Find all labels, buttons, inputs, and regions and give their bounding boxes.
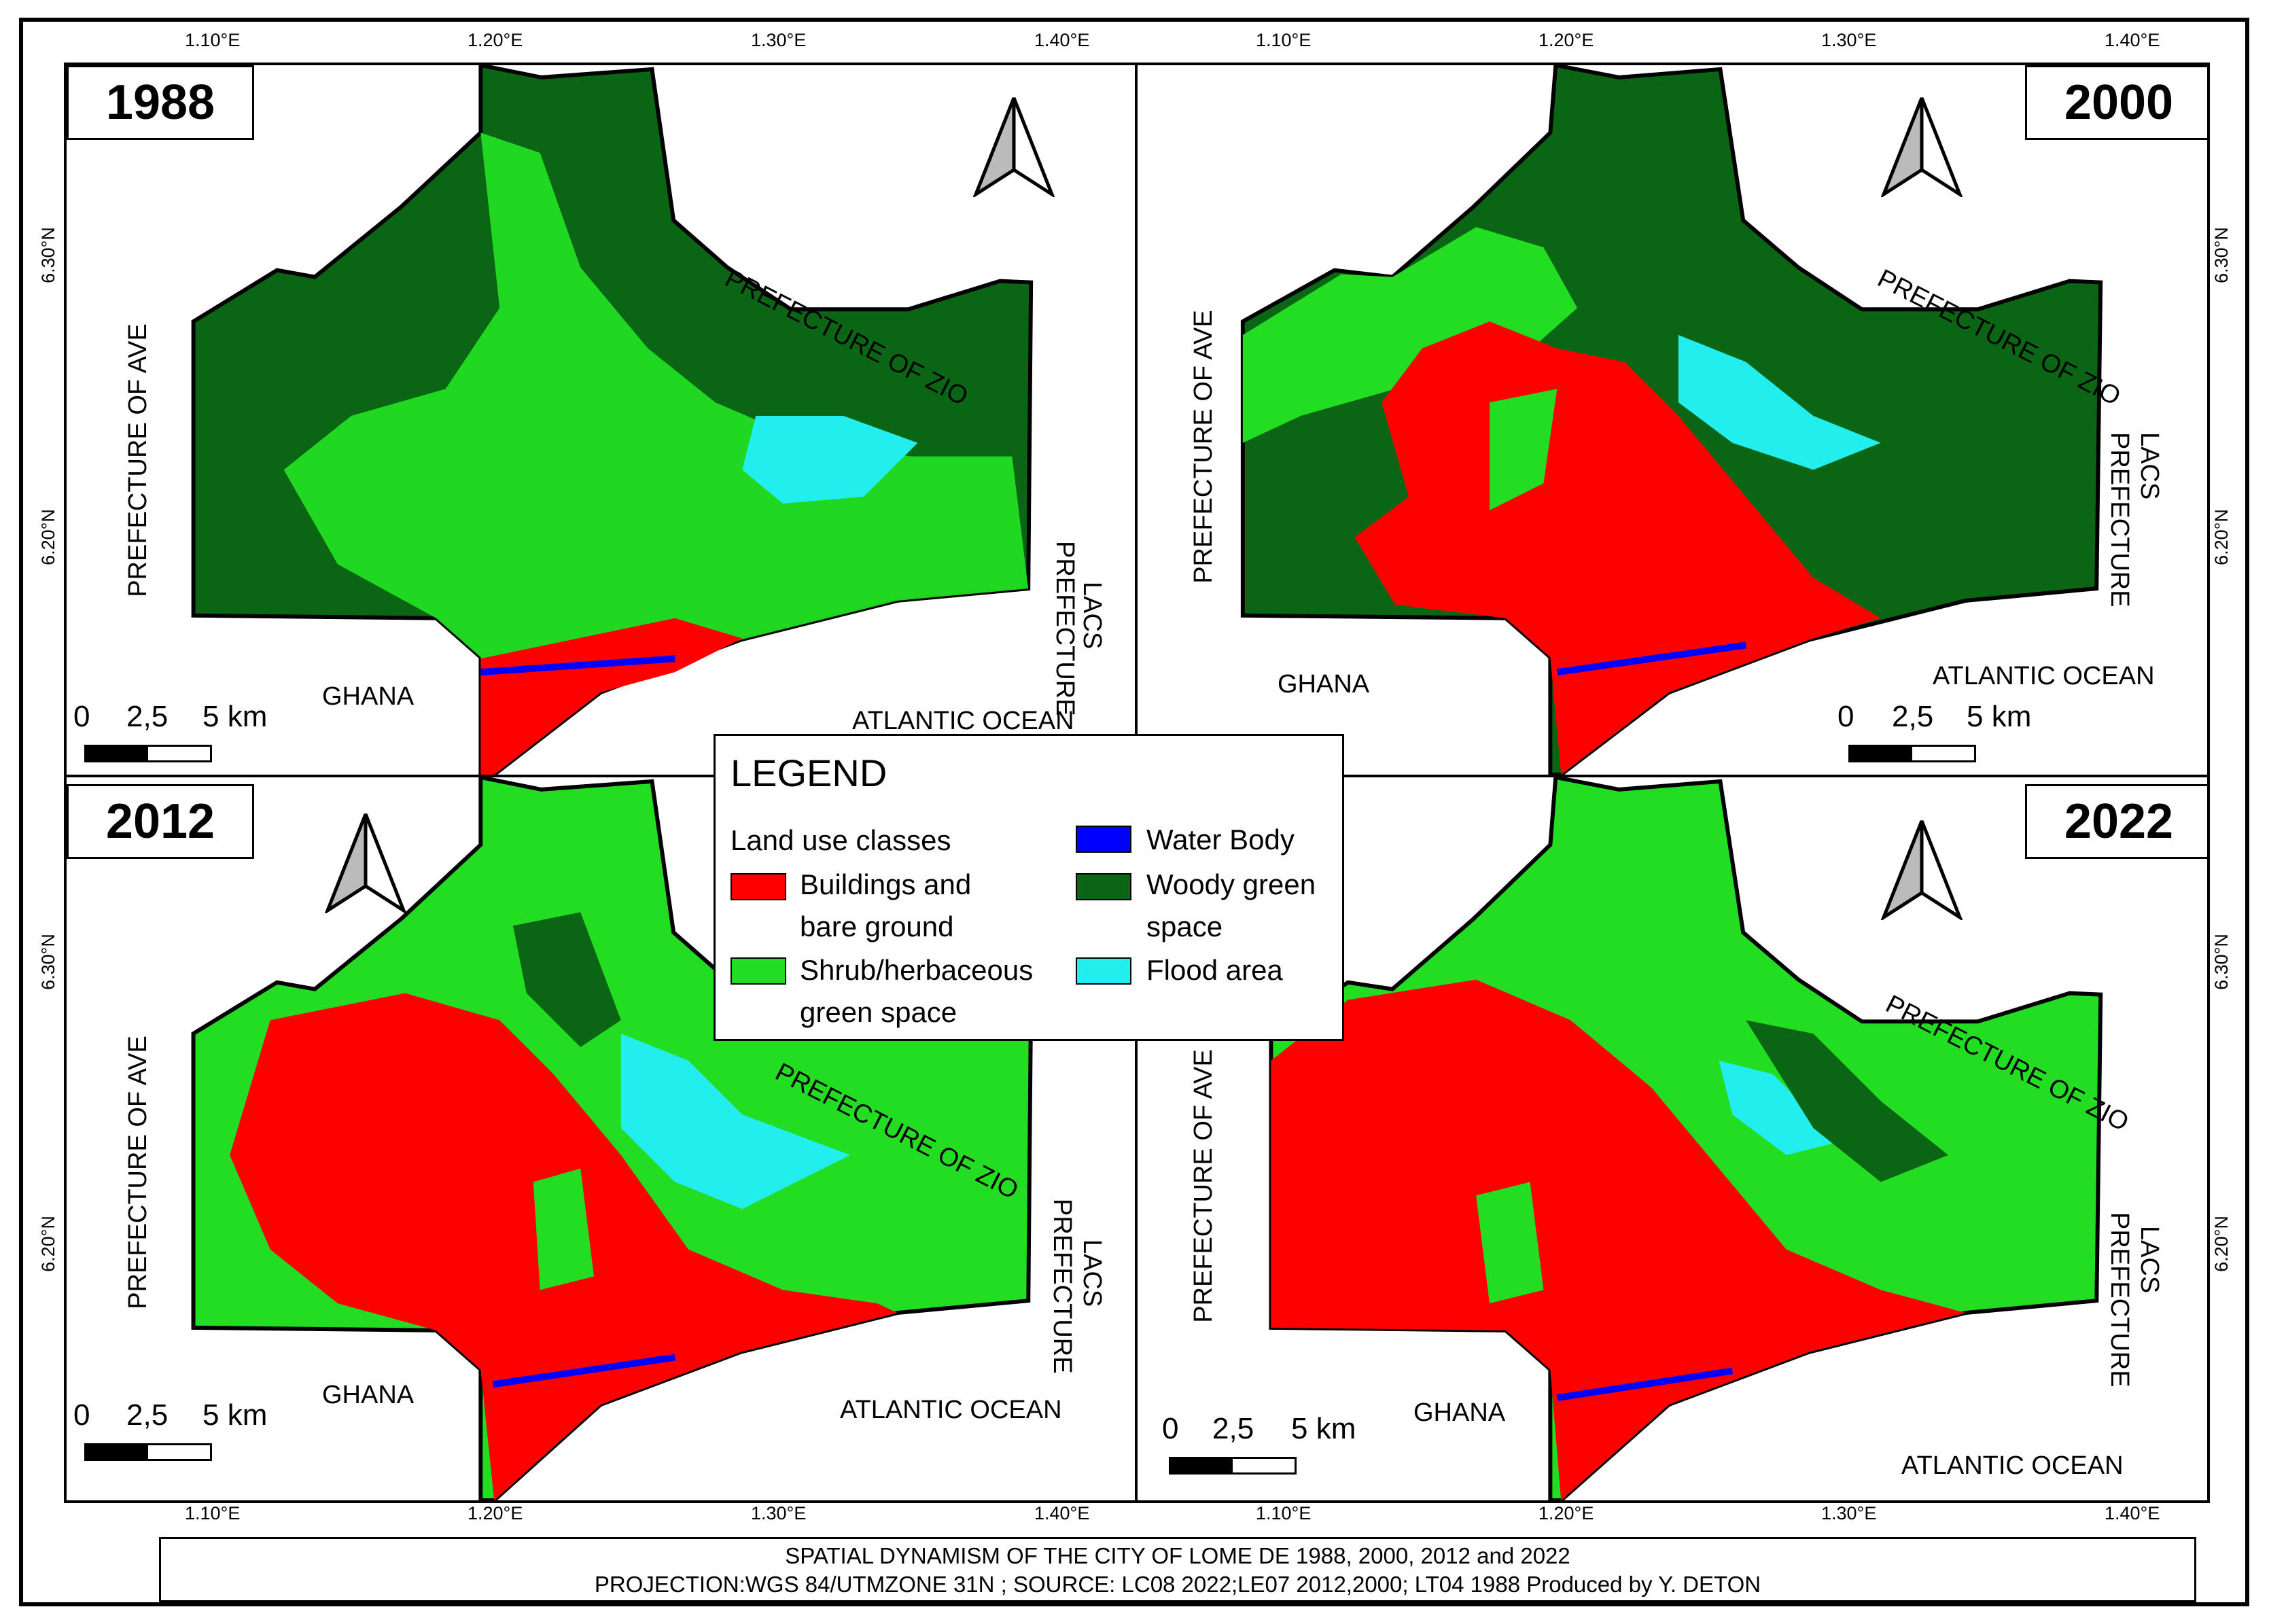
scale-bar-1988 [84,745,212,762]
legend-subtitle: Land use classes [731,824,951,856]
scale-label-1: 2,5 [1212,1412,1254,1445]
scale-label-2: 5 km [203,700,268,733]
legend-swatch-water [1076,826,1131,853]
label-lacs-2000-1: LACS [2135,432,2164,500]
scale-bar-2012 [84,1443,212,1461]
label-ocean-1988: ATLANTIC OCEAN [852,707,1074,735]
legend-item-built-line2: bare ground [800,911,954,942]
lat-tick-left-2: 6.20°N [37,509,58,565]
footer-title: SPATIAL DYNAMISM OF THE CITY OF LOME DE … [785,1543,1570,1568]
bottom-tick-6: 1.20°E [1538,1503,1594,1523]
top-tick-3: 1.30°E [751,30,807,50]
bottom-tick-3: 1.30°E [751,1503,807,1523]
legend-item-built-line1: Buildings and [800,868,972,900]
scale-label-0: 0 [73,1398,90,1432]
legend-item-flood: Flood area [1146,949,1283,991]
scale-bar-2000 [1848,745,1976,762]
map-1988 [191,65,1034,775]
label-ghana-2012: GHANA [322,1381,415,1409]
top-tick-7: 1.30°E [1821,30,1877,50]
lat-tick-right-1: 6.30°N [2211,227,2232,283]
legend-swatch-woody [1076,873,1131,900]
footer-caption: SPATIAL DYNAMISM OF THE CITY OF LOME DE … [159,1537,2196,1602]
bottom-tick-4: 1.40°E [1034,1503,1090,1523]
legend-item-woody: Woody green space [1146,864,1316,948]
bottom-tick-7: 1.30°E [1821,1503,1877,1523]
lat-tick-right-4: 6.20°N [2211,1216,2232,1272]
legend-item-built: Buildings and bare ground [800,864,971,948]
legend-item-woody-line1: Woody green [1146,868,1316,900]
legend-item-shrub: Shrub/herbaceous green space [800,949,1033,1034]
legend-item-water-line1: Water Body [1146,824,1295,855]
legend-item-water: Water Body [1146,819,1295,861]
label-ave-2022: PREFECTURE OF AVE [1189,1049,1218,1323]
legend-item-shrub-line1: Shrub/herbaceous [800,954,1034,986]
label-lacs-2000-2: PREFECTURE [2105,432,2134,607]
scale-label-2: 5 km [1291,1412,1356,1445]
legend-title: LEGEND [731,752,887,794]
top-tick-4: 1.40°E [1034,30,1090,50]
label-ocean-2000: ATLANTIC OCEAN [1933,662,2155,690]
label-lacs-2022-2: PREFECTURE [2105,1212,2134,1388]
legend-swatch-shrub [731,957,786,985]
label-lacs-2022-1: LACS [2135,1226,2164,1294]
map-2000 [1240,65,2103,775]
top-tick-5: 1.10°E [1256,30,1312,50]
north-arrow-icon [973,97,1055,197]
top-tick-6: 1.20°E [1538,30,1594,50]
label-lacs-1988-2: PREFECTURE [1051,541,1079,716]
label-ocean-2012: ATLANTIC OCEAN [840,1396,1062,1424]
top-tick-8: 1.40°E [2105,30,2160,50]
label-ghana-1988: GHANA [322,682,415,711]
bottom-tick-5: 1.10°E [1256,1503,1312,1523]
scale-label-0: 0 [73,700,90,733]
label-ocean-2022: ATLANTIC OCEAN [1901,1451,2124,1480]
legend-item-flood-line1: Flood area [1146,954,1283,986]
year-box-1988: 1988 [67,65,254,140]
lat-tick-left-1: 6.30°N [37,227,58,283]
scale-label-1: 2,5 [1892,700,1934,733]
bottom-tick-8: 1.40°E [2105,1503,2160,1523]
label-ave-2012: PREFECTURE OF AVE [123,1036,152,1309]
north-arrow-icon [325,813,406,913]
legend: LEGEND Land use classes Buildings and ba… [714,734,1344,1041]
lat-tick-left-4: 6.20°N [37,1216,58,1272]
footer-source: PROJECTION:WGS 84/UTMZONE 31N ; SOURCE: … [594,1572,1761,1597]
label-ave-1988: PREFECTURE OF AVE [123,323,152,597]
scale-label-1: 2,5 [126,700,169,733]
scale-label-0: 0 [1837,700,1854,733]
year-box-2012: 2012 [67,784,254,859]
scale-label-1: 2,5 [126,1398,169,1432]
figure-frame [19,18,2249,1606]
legend-swatch-flood [1076,957,1131,985]
bottom-tick-2: 1.20°E [468,1503,523,1523]
year-box-2000: 2000 [2025,65,2207,140]
map-panel-1988: 1988 PREFECTURE OF AVE PREFECTURE OF ZIO… [64,63,1139,777]
lat-tick-right-3: 6.30°N [2211,934,2232,990]
label-ghana-2000: GHANA [1278,670,1370,699]
lat-tick-right-2: 6.20°N [2211,509,2232,565]
label-ghana-2022: GHANA [1413,1398,1506,1427]
scale-bar-2022 [1169,1457,1297,1475]
label-lacs-2012-1: LACS [1078,1239,1106,1307]
map-panel-2000: 2000 PREFECTURE OF AVE PREFECTURE OF ZIO… [1135,63,2210,777]
north-arrow-icon [1881,97,1963,197]
top-tick-1: 1.10°E [185,30,241,50]
bottom-tick-1: 1.10°E [185,1503,241,1523]
legend-item-shrub-line2: green space [800,996,957,1028]
label-ave-2000: PREFECTURE OF AVE [1189,310,1218,584]
top-tick-2: 1.20°E [468,30,523,50]
north-arrow-icon [1881,820,1963,920]
scale-label-2: 5 km [1967,700,2032,733]
scale-label-0: 0 [1162,1412,1179,1445]
label-lacs-1988-1: LACS [1078,582,1106,650]
label-lacs-2012-2: PREFECTURE [1048,1199,1076,1374]
legend-item-woody-line2: space [1146,911,1223,942]
scale-label-2: 5 km [203,1398,268,1432]
map-2022 [1269,777,2103,1500]
legend-swatch-built [731,873,786,900]
lat-tick-left-3: 6.30°N [37,934,58,990]
year-box-2022: 2022 [2025,784,2207,859]
